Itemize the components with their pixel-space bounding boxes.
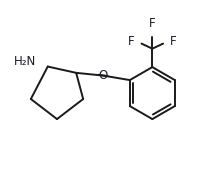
Text: F: F [170,35,177,48]
Text: O: O [98,69,108,82]
Text: F: F [149,17,156,30]
Text: F: F [128,35,135,48]
Text: H₂N: H₂N [14,55,36,68]
